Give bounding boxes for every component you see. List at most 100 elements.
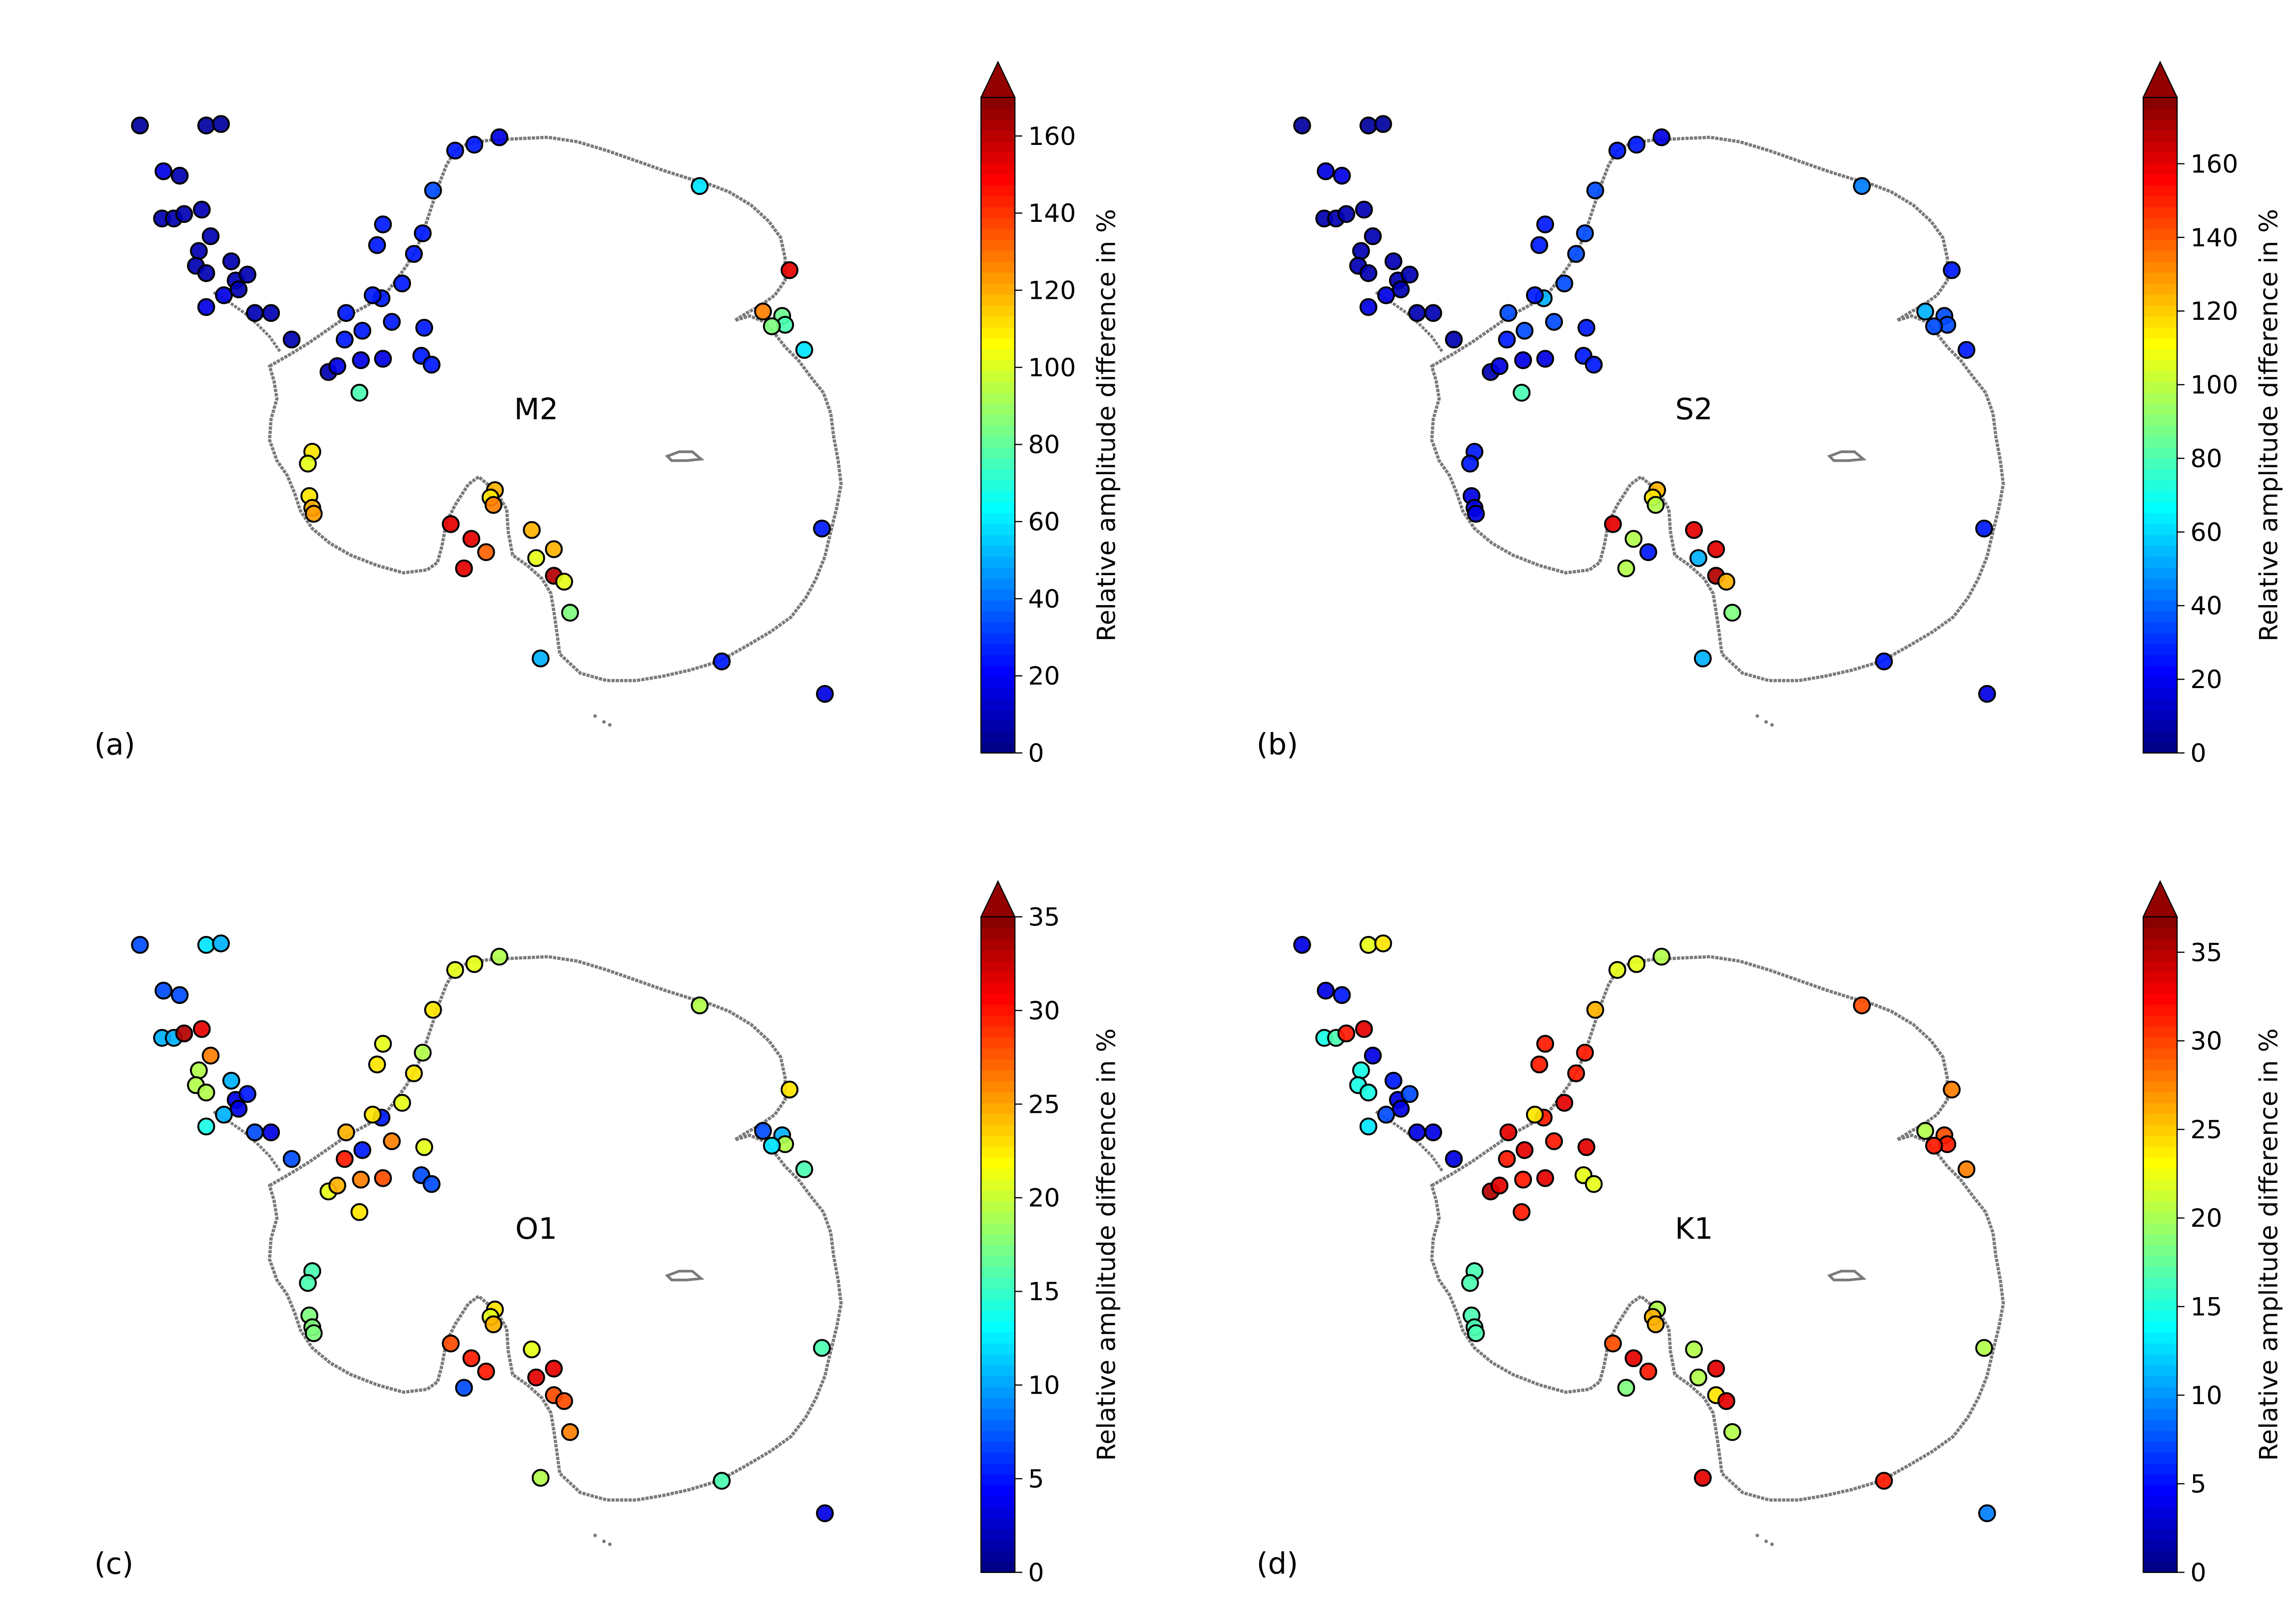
station-marker[interactable] (484, 1315, 503, 1334)
station-marker[interactable] (1853, 177, 1871, 195)
station-marker[interactable] (131, 116, 149, 135)
station-marker[interactable] (1536, 1034, 1554, 1053)
station-marker[interactable] (1514, 1170, 1532, 1189)
station-marker[interactable] (816, 685, 834, 703)
station-marker[interactable] (1491, 1176, 1509, 1195)
station-marker[interactable] (238, 265, 257, 284)
station-marker[interactable] (545, 540, 563, 558)
station-marker[interactable] (1975, 1339, 1993, 1357)
station-marker[interactable] (1337, 1024, 1356, 1043)
station-marker[interactable] (1516, 1141, 1533, 1159)
station-marker[interactable] (229, 280, 248, 298)
station-marker[interactable] (1646, 1315, 1665, 1334)
station-marker[interactable] (1723, 1423, 1741, 1441)
station-marker[interactable] (1875, 652, 1893, 671)
station-marker[interactable] (299, 1274, 317, 1292)
station-marker[interactable] (193, 1020, 211, 1038)
station-marker[interactable] (442, 1334, 460, 1353)
station-marker[interactable] (1408, 304, 1426, 322)
station-marker[interactable] (1467, 1324, 1485, 1342)
station-marker[interactable] (780, 1080, 798, 1099)
station-marker[interactable] (190, 242, 208, 260)
station-marker[interactable] (353, 1141, 372, 1159)
station-marker[interactable] (1685, 521, 1703, 539)
station-marker[interactable] (1359, 936, 1378, 954)
station-marker[interactable] (1333, 166, 1351, 185)
station-marker[interactable] (484, 496, 503, 514)
station-marker[interactable] (1513, 1203, 1531, 1221)
station-marker[interactable] (353, 321, 372, 340)
station-marker[interactable] (1355, 1020, 1373, 1038)
station-marker[interactable] (691, 996, 709, 1014)
station-marker[interactable] (713, 652, 731, 671)
station-marker[interactable] (1377, 1105, 1395, 1124)
station-marker[interactable] (1567, 1064, 1585, 1082)
station-marker[interactable] (1586, 181, 1604, 200)
station-marker[interactable] (405, 245, 423, 263)
station-marker[interactable] (1555, 274, 1573, 293)
station-marker[interactable] (1530, 1055, 1548, 1074)
station-marker[interactable] (424, 181, 442, 200)
station-marker[interactable] (328, 1176, 346, 1195)
station-marker[interactable] (754, 1122, 772, 1140)
station-marker[interactable] (374, 1169, 392, 1187)
station-marker[interactable] (1526, 286, 1544, 304)
station-marker[interactable] (1359, 298, 1378, 316)
station-marker[interactable] (1576, 1043, 1594, 1062)
station-marker[interactable] (1293, 936, 1311, 954)
station-marker[interactable] (1359, 1083, 1378, 1102)
station-marker[interactable] (201, 1046, 220, 1065)
station-marker[interactable] (446, 141, 464, 160)
station-marker[interactable] (1555, 1094, 1573, 1112)
station-marker[interactable] (350, 384, 369, 402)
station-marker[interactable] (193, 200, 211, 219)
station-marker[interactable] (816, 1504, 834, 1523)
station-marker[interactable] (561, 1423, 579, 1441)
station-marker[interactable] (215, 286, 233, 304)
station-marker[interactable] (414, 224, 432, 242)
station-marker[interactable] (1627, 955, 1646, 973)
station-marker[interactable] (1498, 1150, 1516, 1168)
station-marker[interactable] (1639, 1362, 1657, 1381)
station-marker[interactable] (527, 1368, 545, 1387)
station-marker[interactable] (532, 649, 550, 668)
station-marker[interactable] (1957, 341, 1976, 359)
station-marker[interactable] (1499, 304, 1518, 322)
station-marker[interactable] (374, 350, 392, 368)
station-marker[interactable] (262, 1123, 280, 1142)
station-marker[interactable] (1364, 227, 1382, 245)
station-marker[interactable] (363, 286, 382, 304)
station-marker[interactable] (1392, 1099, 1410, 1118)
station-marker[interactable] (350, 1203, 369, 1221)
station-marker[interactable] (368, 1055, 386, 1074)
station-marker[interactable] (393, 1094, 411, 1112)
station-marker[interactable] (1374, 115, 1392, 133)
station-marker[interactable] (422, 1175, 441, 1193)
station-marker[interactable] (1424, 1123, 1443, 1142)
station-marker[interactable] (197, 298, 215, 316)
station-marker[interactable] (1604, 515, 1622, 533)
station-marker[interactable] (1384, 252, 1403, 270)
station-marker[interactable] (352, 351, 370, 369)
station-marker[interactable] (1545, 313, 1563, 331)
station-marker[interactable] (1978, 1504, 1996, 1523)
station-marker[interactable] (222, 1071, 240, 1090)
station-marker[interactable] (691, 177, 709, 195)
station-marker[interactable] (229, 1099, 248, 1118)
station-marker[interactable] (1333, 986, 1351, 1004)
station-marker[interactable] (335, 1150, 354, 1168)
station-marker[interactable] (1943, 1080, 1961, 1099)
station-marker[interactable] (1514, 351, 1532, 369)
station-marker[interactable] (1337, 205, 1356, 223)
station-marker[interactable] (305, 505, 323, 523)
station-marker[interactable] (561, 604, 579, 622)
station-marker[interactable] (795, 1160, 813, 1178)
station-marker[interactable] (1536, 350, 1554, 368)
station-marker[interactable] (374, 1034, 392, 1053)
station-marker[interactable] (763, 317, 781, 335)
station-marker[interactable] (523, 1340, 541, 1359)
station-marker[interactable] (1693, 1469, 1712, 1487)
station-marker[interactable] (477, 1362, 495, 1381)
station-marker[interactable] (1689, 1368, 1707, 1387)
station-marker[interactable] (490, 128, 509, 146)
